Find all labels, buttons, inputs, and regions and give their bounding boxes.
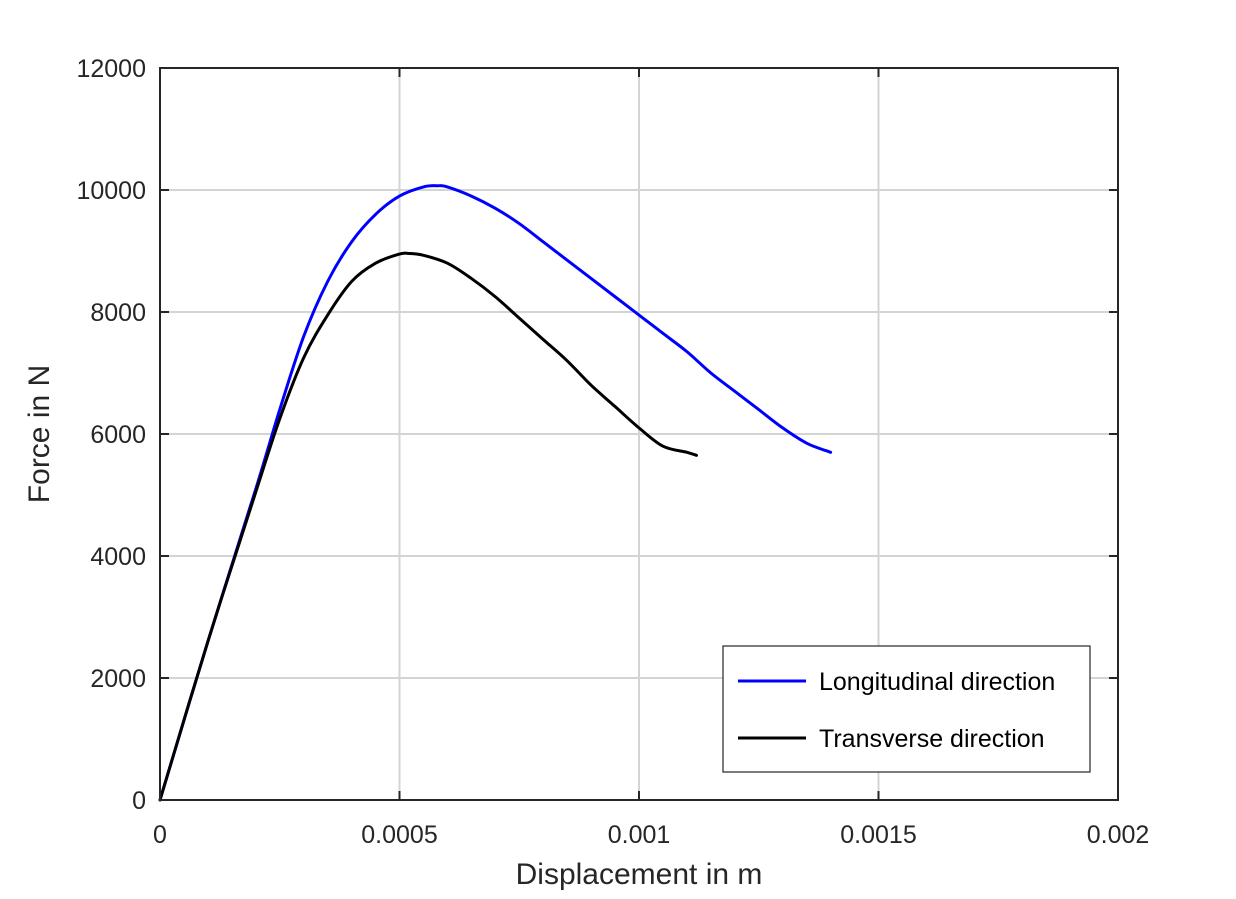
y-tick-label: 0 — [132, 787, 146, 815]
x-tick-label: 0.001 — [608, 821, 671, 849]
series-line-0 — [158, 184, 833, 802]
legend-box — [722, 645, 1091, 773]
x-tick-label: 0 — [153, 821, 167, 849]
series-group — [158, 184, 833, 802]
x-axis-title: Displacement in m — [516, 858, 763, 891]
ticks — [159, 67, 1119, 801]
y-tick-label: 12000 — [76, 55, 146, 83]
legend: Longitudinal direction Transverse direct… — [722, 645, 1091, 773]
series-line-1 — [158, 251, 698, 802]
y-tick-label: 2000 — [90, 665, 146, 693]
y-axis-title: Force in N — [23, 365, 56, 503]
legend-label-transverse: Transverse direction — [819, 725, 1045, 753]
grid — [159, 67, 1119, 801]
y-tick-label: 4000 — [90, 543, 146, 571]
legend-label-longitudinal: Longitudinal direction — [819, 668, 1055, 696]
x-tick-label: 0.0005 — [361, 821, 437, 849]
y-tick-label: 8000 — [90, 299, 146, 327]
y-tick-label: 10000 — [76, 177, 146, 205]
x-tick-label: 0.0015 — [840, 821, 916, 849]
tick-labels: 0 0.0005 0.001 0.0015 0.002 0 2000 4000 6000 8000… — [76, 55, 1149, 849]
x-tick-label: 0.002 — [1087, 821, 1150, 849]
y-tick-label: 6000 — [90, 421, 146, 449]
